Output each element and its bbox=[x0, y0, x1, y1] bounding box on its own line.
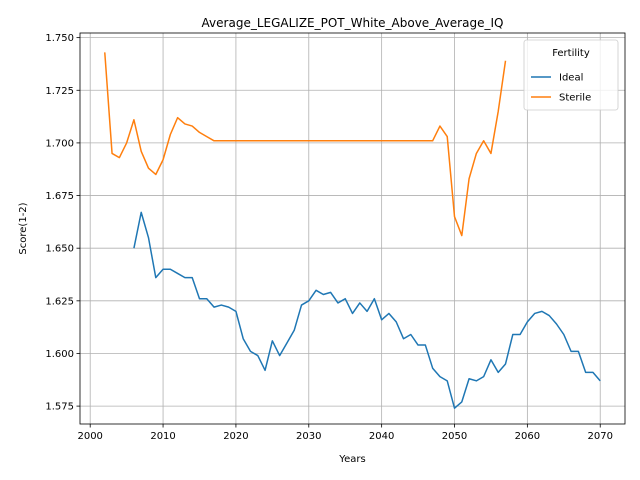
series-line-sterile bbox=[104, 52, 507, 237]
series-layer bbox=[104, 52, 601, 409]
y-tick-label: 1.650 bbox=[45, 244, 74, 255]
plot-frame bbox=[79, 32, 626, 425]
y-tick-label: 1.725 bbox=[45, 86, 74, 97]
x-tick-label: 2050 bbox=[442, 431, 467, 442]
legend-entry-sterile: Sterile bbox=[559, 93, 591, 104]
ticks: 2000 2010 2020 2030 2040 2050 2060 2070 1.575 1.6… bbox=[45, 33, 613, 442]
y-tick-label: 1.700 bbox=[45, 138, 74, 149]
x-tick-label: 2070 bbox=[588, 431, 613, 442]
y-tick-label: 1.750 bbox=[45, 33, 74, 44]
y-tick-label: 1.600 bbox=[45, 349, 74, 360]
x-tick-label: 2010 bbox=[150, 431, 175, 442]
x-tick-label: 2060 bbox=[515, 431, 540, 442]
legend-title: Fertility bbox=[552, 48, 590, 59]
y-tick-label: 1.625 bbox=[45, 296, 74, 307]
x-tick-label: 2040 bbox=[369, 431, 394, 442]
x-tick-label: 2030 bbox=[296, 431, 321, 442]
series-line-ideal bbox=[133, 211, 601, 409]
y-axis-label: Score(1-2) bbox=[18, 202, 29, 254]
y-tick-label: 1.675 bbox=[45, 191, 74, 202]
legend: Fertility Ideal Sterile bbox=[523, 39, 619, 111]
x-tick-label: 2020 bbox=[223, 431, 248, 442]
chart-title: Average_LEGALIZE_POT_White_Above_Average… bbox=[202, 16, 504, 30]
legend-entry-ideal: Ideal bbox=[559, 73, 583, 84]
x-axis-label: Years bbox=[338, 454, 365, 465]
y-tick-label: 1.575 bbox=[45, 402, 74, 413]
legend-box bbox=[523, 39, 619, 111]
x-tick-label: 2000 bbox=[77, 431, 102, 442]
